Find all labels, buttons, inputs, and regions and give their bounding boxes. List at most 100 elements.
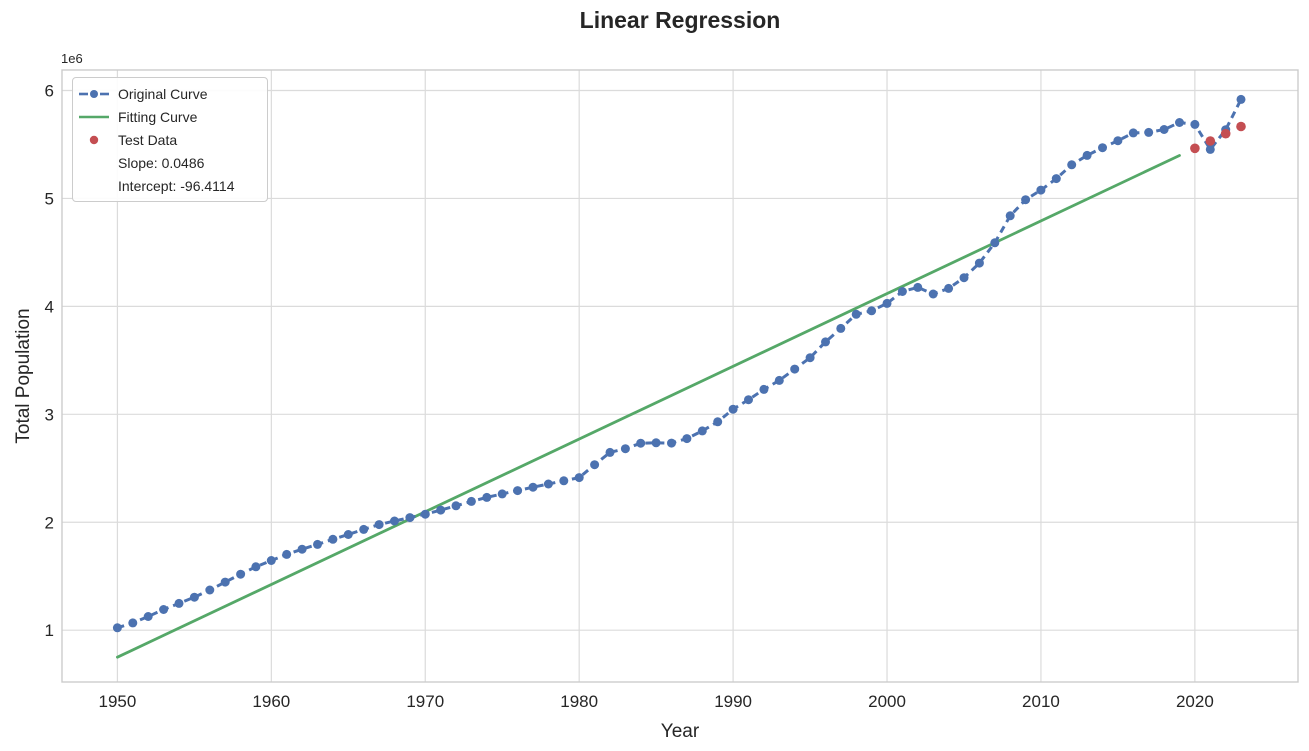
test-data-marker xyxy=(1205,136,1216,146)
y-tick-label: 5 xyxy=(45,189,54,208)
original-curve-marker xyxy=(759,384,769,394)
x-tick-label: 2020 xyxy=(1176,692,1214,711)
original-curve-marker xyxy=(328,534,338,544)
original-curve-marker xyxy=(1113,136,1123,146)
legend-item-label: Slope: 0.0486 xyxy=(118,154,205,171)
legend-item-label: Original Curve xyxy=(118,85,208,102)
original-curve-marker xyxy=(944,283,954,293)
original-curve-marker xyxy=(744,395,753,405)
original-curve-marker xyxy=(236,569,246,579)
x-tick-label: 1990 xyxy=(714,692,752,711)
original-curve-marker xyxy=(574,473,584,483)
y-tick-label: 6 xyxy=(45,82,54,101)
original-curve-marker xyxy=(851,309,861,319)
original-curve-marker xyxy=(1082,150,1092,160)
original-curve-marker xyxy=(205,585,215,595)
original-curve-marker xyxy=(543,479,553,489)
legend-item-intercept-96-4114: Intercept: -96.4114 xyxy=(78,174,259,197)
original-curve-marker xyxy=(128,618,138,628)
original-curve-marker xyxy=(1128,128,1138,138)
original-curve-marker xyxy=(374,520,384,530)
test-data-marker xyxy=(1220,128,1231,139)
original-curve-marker xyxy=(405,513,415,523)
y-tick-label: 3 xyxy=(45,405,54,424)
original-curve-marker xyxy=(220,577,230,587)
legend-item-slope-0-0486: Slope: 0.0486 xyxy=(78,151,259,174)
original-curve-marker xyxy=(897,287,907,296)
original-curve-marker xyxy=(1067,160,1077,170)
original-curve-marker xyxy=(867,306,877,316)
empty-handle-spacer xyxy=(78,179,110,193)
original-curve-marker xyxy=(697,426,707,436)
original-curve-marker xyxy=(636,438,646,448)
original-curve-marker xyxy=(513,486,523,496)
y-tick-label: 4 xyxy=(45,297,54,316)
fitting-curve-line xyxy=(116,154,1181,659)
original-curve-marker xyxy=(174,598,184,608)
y-tick-label: 2 xyxy=(45,513,54,532)
original-curve-marker xyxy=(1005,211,1015,221)
original-curve-marker xyxy=(189,592,199,602)
legend-item-test-data: Test Data xyxy=(78,128,259,151)
original-curve-marker xyxy=(112,623,122,633)
original-curve-marker xyxy=(159,605,169,614)
x-tick-label: 1970 xyxy=(406,692,444,711)
original-curve-marker xyxy=(959,273,969,283)
chart-title: Linear Regression xyxy=(579,7,781,33)
original-curve-marker xyxy=(913,282,923,292)
original-curve-marker xyxy=(1036,185,1046,195)
y-axis-offset-label: 1e6 xyxy=(61,51,83,66)
y-tick-label: 1 xyxy=(45,621,54,640)
legend-item-label: Fitting Curve xyxy=(118,108,198,125)
original-curve-marker xyxy=(497,489,507,499)
original-curve-marker xyxy=(682,434,692,444)
original-curve-marker xyxy=(728,404,738,414)
original-curve-marker xyxy=(1190,119,1200,129)
original-curve-marker xyxy=(821,337,830,347)
original-curve-marker xyxy=(713,417,723,427)
original-curve-marker xyxy=(1175,118,1184,127)
x-tick-label: 1960 xyxy=(252,692,290,711)
original-curve-marker xyxy=(651,438,661,448)
original-curve-marker xyxy=(297,544,307,554)
original-curve-marker xyxy=(774,375,784,385)
original-curve-marker xyxy=(990,238,1000,248)
legend-item-fitting-curve: Fitting Curve xyxy=(78,105,259,128)
original-curve-marker xyxy=(282,549,292,559)
original-curve-marker xyxy=(1205,144,1215,154)
axes-frame xyxy=(61,69,1299,683)
test-data-marker xyxy=(1236,121,1246,132)
dot-marker-icon xyxy=(78,133,110,147)
x-axis-label: Year xyxy=(660,721,700,742)
original-curve-marker xyxy=(790,364,800,374)
original-curve-marker xyxy=(451,501,461,511)
original-curve-marker xyxy=(1144,127,1154,137)
original-curve-marker xyxy=(528,482,538,492)
legend-item-original-curve: Original Curve xyxy=(78,82,259,105)
original-curve-marker xyxy=(466,496,476,506)
x-tick-label: 1950 xyxy=(98,692,136,711)
dashed-line-marker-icon xyxy=(78,87,110,101)
original-curve-marker xyxy=(343,530,353,539)
x-tick-label: 2000 xyxy=(868,692,906,711)
original-curve-marker xyxy=(251,562,261,572)
original-curve-marker xyxy=(605,447,615,457)
original-curve-marker xyxy=(1051,174,1061,184)
original-curve-marker xyxy=(667,438,676,448)
original-curve-marker xyxy=(390,516,399,526)
original-curve-marker xyxy=(928,289,938,299)
empty-handle-spacer xyxy=(78,156,110,170)
original-curve-line xyxy=(116,98,1243,630)
original-curve-marker xyxy=(143,612,153,621)
original-curve-marker xyxy=(1098,143,1107,153)
original-curve-marker xyxy=(805,353,815,363)
x-tick-label: 1980 xyxy=(560,692,598,711)
original-curve-marker xyxy=(436,505,446,515)
solid-line-icon xyxy=(78,110,110,124)
test-data-marker xyxy=(1190,143,1200,154)
original-curve-marker xyxy=(420,509,430,519)
original-curve-marker xyxy=(359,524,369,534)
original-curve-marker xyxy=(1021,195,1031,205)
